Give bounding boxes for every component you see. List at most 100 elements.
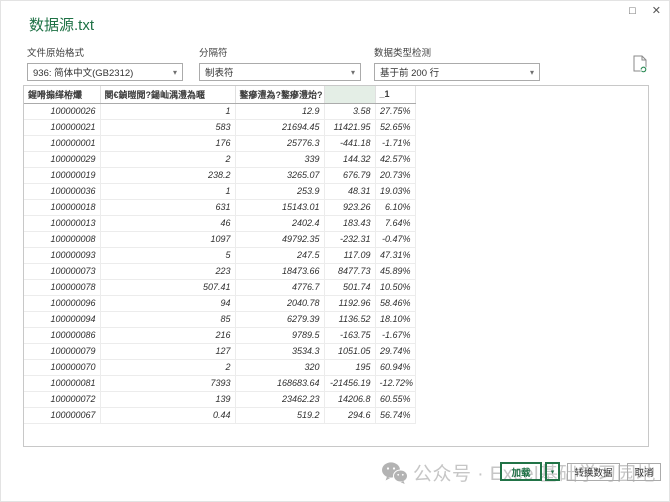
table-row: 100000013 46 2402.4 183.43 7.64% (24, 215, 416, 232)
load-button[interactable]: 加载 (500, 462, 542, 481)
table-row: 100000086 216 9789.5 -163.75 -1.67% (24, 327, 416, 344)
table-cell: 94 (100, 295, 236, 312)
table-cell: 139 (100, 391, 236, 408)
column-header[interactable]: 鐜瘮澧為?鐜瘮澧炲? (235, 86, 325, 104)
table-cell: 21694.45 (235, 119, 325, 136)
table-cell: 3265.07 (235, 167, 325, 184)
column-header[interactable] (324, 86, 376, 104)
table-row: 100000094 85 6279.39 1136.52 18.10% (24, 311, 416, 328)
delimiter-label: 分隔符 (199, 48, 228, 59)
table-row: 100000070 2 320 195 60.94% (24, 359, 416, 376)
table-cell: 100000078 (24, 279, 101, 296)
table-cell: 46 (100, 215, 236, 232)
chevron-down-icon: ▾ (172, 67, 177, 77)
refresh-preview-icon[interactable] (632, 55, 648, 74)
table-cell: -21456.19 (324, 375, 376, 392)
cancel-button[interactable]: 取消 (627, 463, 661, 481)
table-cell: 519.2 (235, 407, 325, 424)
file-origin-select[interactable]: 936: 简体中文(GB2312) ▾ (27, 63, 183, 81)
table-row: 100000019 238.2 3265.07 676.79 20.73% (24, 167, 416, 184)
table-cell: 100000067 (24, 407, 101, 424)
maximize-icon[interactable]: □ (629, 5, 636, 17)
data-preview-pane: 鍟嗗搧缂栫爜 閿€鍞暟閲?鍚屾湡澧為暱 鐜瘮澧為?鐜瘮澧炲? _1 100000026… (23, 85, 649, 447)
close-icon[interactable]: ✕ (651, 5, 661, 17)
table-row: 100000008 1097 49792.35 -232.31 -0.47% (24, 231, 416, 248)
table-cell: -163.75 (324, 327, 376, 344)
table-row: 100000081 7393 168683.64 -21456.19 -12.72% (24, 375, 416, 392)
table-cell: 100000093 (24, 247, 101, 264)
table-cell: 1192.96 (324, 295, 376, 312)
table-cell: 183.43 (324, 215, 376, 232)
table-row: 100000078 507.41 4776.7 501.74 10.50% (24, 279, 416, 296)
table-cell: -12.72% (375, 375, 416, 392)
table-row: 100000093 5 247.5 117.09 47.31% (24, 247, 416, 264)
table-cell: -1.71% (375, 135, 416, 152)
table-cell: 42.57% (375, 151, 416, 168)
column-header[interactable]: _1 (375, 86, 416, 104)
column-header[interactable]: 鍟嗗搧缂栫爜 (24, 86, 101, 104)
table-cell: 15143.01 (235, 199, 325, 216)
table-cell: 100000026 (24, 103, 101, 120)
type-detection-value: 基于前 200 行 (380, 68, 440, 79)
table-cell: 5 (100, 247, 236, 264)
table-cell: 18473.66 (235, 263, 325, 280)
load-dropdown-button[interactable]: ▾ (545, 462, 560, 481)
table-cell: 631 (100, 199, 236, 216)
table-cell: 100000029 (24, 151, 101, 168)
table-cell: 25776.3 (235, 135, 325, 152)
table-cell: 100000021 (24, 119, 101, 136)
table-cell: 1 (100, 103, 236, 120)
table-cell: 100000094 (24, 311, 101, 328)
table-cell: 168683.64 (235, 375, 325, 392)
delimiter-field: 分隔符 制表符 ▾ (199, 45, 361, 81)
table-cell: 58.46% (375, 295, 416, 312)
table-cell: 100000018 (24, 199, 101, 216)
table-cell: 100000086 (24, 327, 101, 344)
table-cell: 100000072 (24, 391, 101, 408)
table-cell: 100000096 (24, 295, 101, 312)
table-cell: 4776.7 (235, 279, 325, 296)
table-cell: 216 (100, 327, 236, 344)
table-cell: 48.31 (324, 183, 376, 200)
table-cell: 195 (324, 359, 376, 376)
transform-data-button[interactable]: 转换数据 (567, 463, 620, 481)
table-cell: 1097 (100, 231, 236, 248)
column-header[interactable]: 閿€鍞暟閲?鍚屾湡澧為暱 (100, 86, 236, 104)
table-row: 100000026 1 12.9 3.58 27.75% (24, 103, 416, 120)
page-title: 数据源.txt (29, 17, 95, 34)
table-cell: 223 (100, 263, 236, 280)
table-cell: 23462.23 (235, 391, 325, 408)
window-controls: □ ✕ (629, 4, 661, 18)
table-body: 100000026 1 12.9 3.58 27.75% 100000021 583 2169… (24, 103, 416, 424)
table-row: 100000096 94 2040.78 1192.96 58.46% (24, 295, 416, 312)
table-row: 100000036 1 253.9 48.31 19.03% (24, 183, 416, 200)
table-cell: 238.2 (100, 167, 236, 184)
table-cell: 676.79 (324, 167, 376, 184)
table-cell: -1.67% (375, 327, 416, 344)
table-cell: 2402.4 (235, 215, 325, 232)
table-cell: 583 (100, 119, 236, 136)
preview-table: 鍟嗗搧缂栫爜 閿€鍞暟閲?鍚屾湡澧為暱 鐜瘮澧為?鐜瘮澧炲? _1 100000026… (24, 86, 416, 424)
table-cell: 19.03% (375, 183, 416, 200)
table-cell: 14206.8 (324, 391, 376, 408)
type-detection-select[interactable]: 基于前 200 行 ▾ (374, 63, 540, 81)
table-cell: 507.41 (100, 279, 236, 296)
delimiter-value: 制表符 (205, 68, 234, 79)
table-cell: 100000036 (24, 183, 101, 200)
table-cell: 117.09 (324, 247, 376, 264)
table-cell: 56.74% (375, 407, 416, 424)
table-cell: 2 (100, 359, 236, 376)
table-cell: 2040.78 (235, 295, 325, 312)
type-detection-label: 数据类型检测 (374, 48, 432, 59)
file-origin-field: 文件原始格式 936: 简体中文(GB2312) ▾ (27, 45, 183, 81)
table-row: 100000067 0.44 519.2 294.6 56.74% (24, 407, 416, 424)
table-cell: 45.89% (375, 263, 416, 280)
table-cell: 47.31% (375, 247, 416, 264)
table-cell: 20.73% (375, 167, 416, 184)
table-cell: 27.75% (375, 103, 416, 120)
table-cell: 100000019 (24, 167, 101, 184)
table-cell: 0.44 (100, 407, 236, 424)
table-row: 100000021 583 21694.45 11421.95 52.65% (24, 119, 416, 136)
delimiter-select[interactable]: 制表符 ▾ (199, 63, 361, 81)
